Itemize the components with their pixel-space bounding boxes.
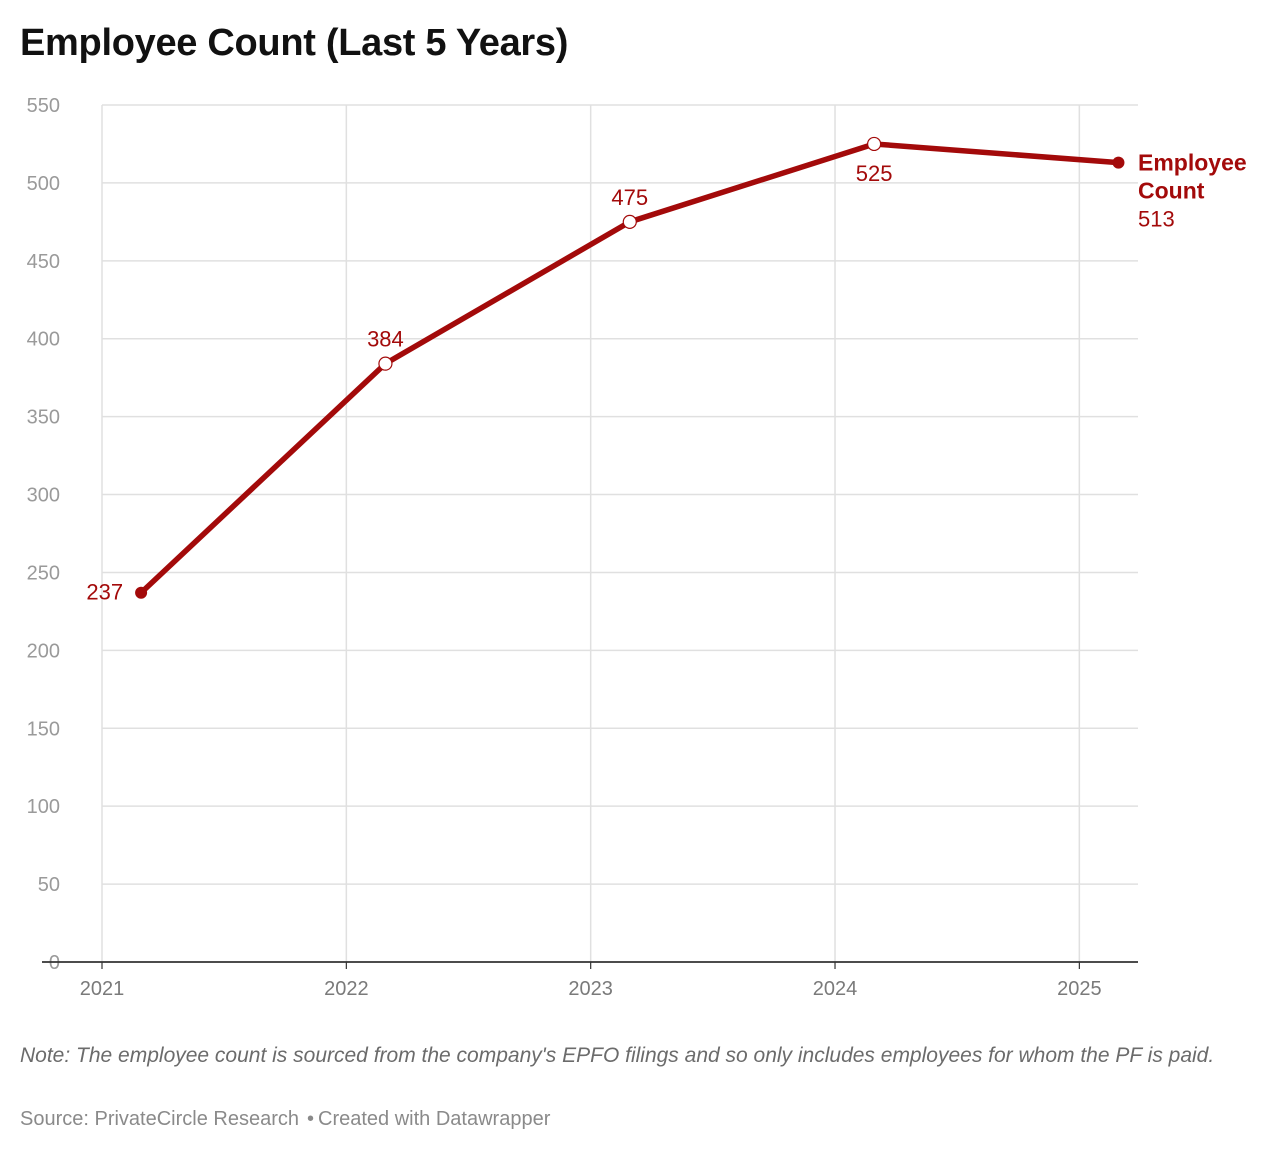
chart-title: Employee Count (Last 5 Years) [20, 22, 569, 64]
x-tick-label-2025: 2025 [1057, 978, 1102, 1000]
y-tick-label-250: 250 [27, 562, 60, 584]
x-axis-tick-labels: 2021 2022 2023 2024 2025 [80, 978, 1102, 1000]
data-point-2022 [378, 356, 393, 371]
data-label-2024: 525 [856, 161, 893, 186]
y-tick-label-550: 550 [27, 95, 60, 117]
data-label-2025: 513 [1138, 207, 1175, 232]
horizontal-gridlines [102, 104, 1138, 885]
data-label-2022: 384 [367, 327, 404, 352]
x-tick-label-2021: 2021 [80, 978, 125, 1000]
source-text: Source: PrivateCircle Research [20, 1108, 299, 1130]
datawrapper-credit: Created with Datawrapper [318, 1108, 551, 1130]
chart-note: Note: The employee count is sourced from… [20, 1044, 1215, 1067]
data-label-2021: 237 [86, 580, 123, 605]
y-tick-label-500: 500 [27, 173, 60, 195]
source-separator: • [307, 1108, 315, 1130]
y-tick-label-400: 400 [27, 329, 60, 351]
y-axis-tick-labels: 0 50 100 150 200 250 300 350 400 450 500 550 [27, 95, 60, 974]
series-label-line-1: Employee [1138, 150, 1247, 176]
data-point-2025 [1112, 156, 1125, 169]
data-point-2023 [622, 214, 637, 229]
x-tick-label-2023: 2023 [568, 978, 613, 1000]
y-tick-label-150: 150 [27, 718, 60, 740]
y-tick-label-50: 50 [38, 874, 60, 896]
y-tick-label-200: 200 [27, 640, 60, 662]
series-direct-label: Employee Count [1138, 150, 1253, 204]
chart-source: Source: PrivateCircle Research • Created w… [20, 1108, 550, 1131]
x-tick-label-2022: 2022 [324, 978, 369, 1000]
vertical-gridlines [101, 105, 1081, 969]
x-tick-label-2024: 2024 [813, 978, 858, 1000]
data-point-2024 [867, 136, 882, 152]
series-employee-count [135, 136, 1125, 599]
series-label-line-2: Count [1138, 178, 1205, 204]
series-line [138, 141, 1122, 596]
y-tick-label-350: 350 [27, 407, 60, 429]
y-tick-label-300: 300 [27, 485, 60, 507]
y-tick-label-450: 450 [27, 251, 60, 273]
data-point-2021 [135, 586, 148, 599]
y-tick-label-100: 100 [27, 796, 60, 818]
y-tick-label-0: 0 [49, 952, 60, 974]
data-labels: 237 384 475 525 513 [86, 161, 1174, 605]
data-label-2023: 475 [611, 185, 648, 210]
